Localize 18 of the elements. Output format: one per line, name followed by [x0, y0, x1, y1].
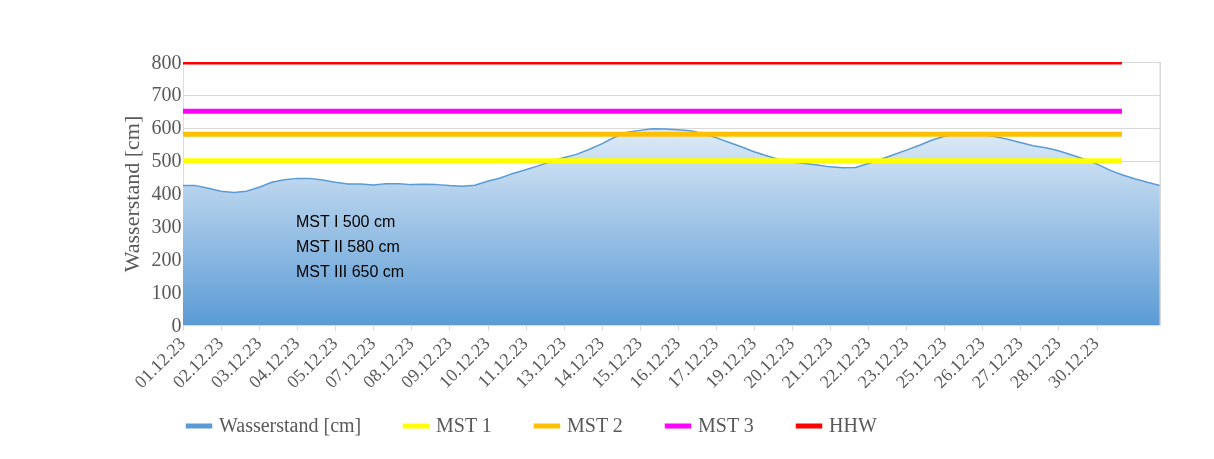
y-tick-label: 100 [151, 280, 182, 303]
y-tick-label: 700 [151, 83, 182, 106]
annotation: MST III 650 cm [296, 263, 405, 280]
y-tick-label: 600 [151, 116, 182, 139]
y-tick-label: 0 [171, 313, 182, 336]
legend-label: HHW [829, 414, 877, 436]
annotation: MST II 580 cm [296, 238, 400, 255]
legend-label: MST 1 [436, 414, 492, 436]
legend-label: MST 3 [698, 414, 754, 436]
y-tick-label: 500 [151, 149, 182, 172]
y-tick-label: 400 [151, 182, 182, 204]
y-tick-label: 200 [151, 247, 182, 270]
legend-label: Wasserstand [cm] [219, 414, 362, 436]
y-tick-label: 300 [151, 214, 182, 237]
legend-label: MST 2 [567, 414, 623, 436]
y-axis-title: Wasserstand [cm] [118, 115, 144, 273]
y-tick-label: 800 [151, 50, 182, 73]
annotation: MST I 500 cm [296, 213, 396, 230]
